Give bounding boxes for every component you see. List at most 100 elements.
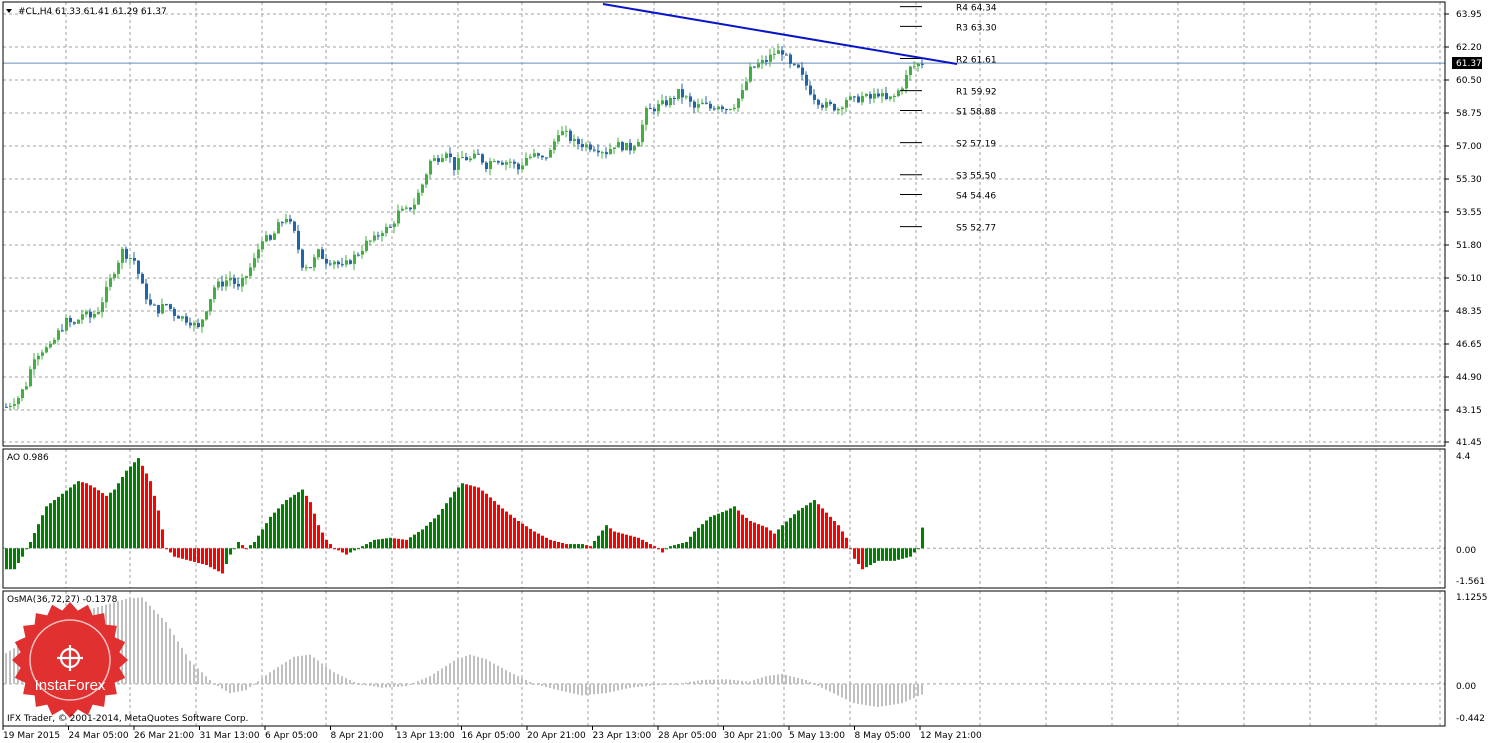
candle-body [709, 103, 712, 109]
ao-bar [373, 539, 376, 549]
ao-bar [493, 501, 496, 549]
osma-bar [161, 618, 163, 684]
time-tick-label: 31 Mar 13:00 [200, 731, 260, 741]
osma-tick-zero: 0.00 [1456, 682, 1476, 692]
candle-body [65, 317, 68, 331]
ao-bar [309, 502, 312, 549]
candle-body [681, 89, 684, 98]
ao-bar [5, 548, 8, 570]
price-tick-label: 57.00 [1456, 142, 1482, 152]
osma-bar [569, 683, 571, 693]
ao-bar [813, 500, 816, 549]
osma-bar [605, 683, 607, 694]
osma-bar [221, 683, 223, 689]
candle-body [601, 152, 604, 154]
ao-bar [869, 548, 872, 566]
pivot-label: S1 58.88 [956, 107, 996, 117]
osma-bar [765, 676, 767, 684]
candle-body [825, 101, 828, 108]
osma-bar [773, 675, 775, 684]
osma-bar [349, 680, 351, 684]
candle-body [693, 101, 696, 108]
ao-bar [593, 540, 596, 549]
candle-body [269, 235, 272, 240]
candle-body [617, 142, 620, 148]
ao-bar [53, 500, 56, 549]
candle-body [869, 94, 872, 99]
ao-bar [745, 517, 748, 549]
time-tick-label: 8 Apr 21:00 [331, 731, 384, 741]
candle-body [169, 304, 172, 309]
osma-histogram [5, 597, 923, 708]
ao-bar [909, 548, 912, 557]
ao-bar [177, 548, 180, 558]
osma-bar [505, 670, 507, 684]
ao-bar [565, 544, 568, 549]
osma-bar [749, 681, 751, 684]
ao-bar [289, 497, 292, 549]
candle-body [253, 258, 256, 268]
ao-bar [709, 516, 712, 549]
trend-line[interactable] [602, 3, 958, 65]
candle-body [489, 161, 492, 170]
ao-bar [361, 546, 364, 549]
candle-body [297, 230, 300, 250]
ao-bar [485, 493, 488, 549]
ao-bar [689, 536, 692, 549]
candle-body [273, 233, 276, 240]
candle-body [377, 235, 380, 237]
osma-bar [685, 682, 687, 684]
candle-body [813, 94, 816, 100]
candle-body [421, 184, 424, 193]
ao-bar [61, 493, 64, 549]
ao-bar [325, 539, 328, 549]
ao-bar [209, 548, 212, 568]
ao-bar [633, 536, 636, 549]
osma-bar [209, 680, 211, 684]
candle-body [765, 60, 768, 62]
candle-body [301, 249, 304, 268]
ao-bar [721, 512, 724, 549]
ao-bar [393, 538, 396, 549]
osma-bar [785, 674, 787, 684]
osma-bar [885, 683, 887, 706]
triangle-down-icon[interactable] [6, 9, 12, 13]
ao-bar [301, 489, 304, 549]
candle-body [493, 161, 496, 163]
ao-bar [285, 500, 288, 549]
ao-bar [613, 531, 616, 549]
candle-body [109, 278, 112, 287]
ao-bar [445, 503, 448, 549]
ao-bar [625, 534, 628, 549]
pivot-label: R4 64.34 [956, 4, 997, 14]
ao-bar [389, 537, 392, 549]
osma-bar [381, 683, 383, 688]
osma-bar [585, 683, 587, 696]
osma-bar [909, 683, 911, 700]
ao-bar [529, 528, 532, 549]
ao-bar [257, 535, 260, 549]
osma-bar [401, 683, 403, 687]
osma-bar [737, 680, 739, 684]
ao-bar [369, 541, 372, 549]
osma-bar [501, 667, 503, 684]
candle-body [737, 98, 740, 108]
candle-body [149, 299, 152, 305]
candle-body [441, 158, 444, 162]
price-candles [3, 43, 1445, 411]
osma-bar [805, 680, 807, 684]
ao-bar [77, 481, 80, 549]
candle-body [381, 233, 384, 237]
osma-bar [561, 683, 563, 691]
ao-bar [333, 548, 336, 550]
osma-bar [413, 682, 415, 684]
candle-body [781, 50, 784, 55]
ao-bar [245, 548, 248, 550]
osma-bar [245, 683, 247, 691]
ao-bar [477, 487, 480, 549]
candle-body [821, 104, 824, 108]
candle-body [233, 277, 236, 284]
osma-bar [609, 683, 611, 693]
candle-body [429, 160, 432, 175]
